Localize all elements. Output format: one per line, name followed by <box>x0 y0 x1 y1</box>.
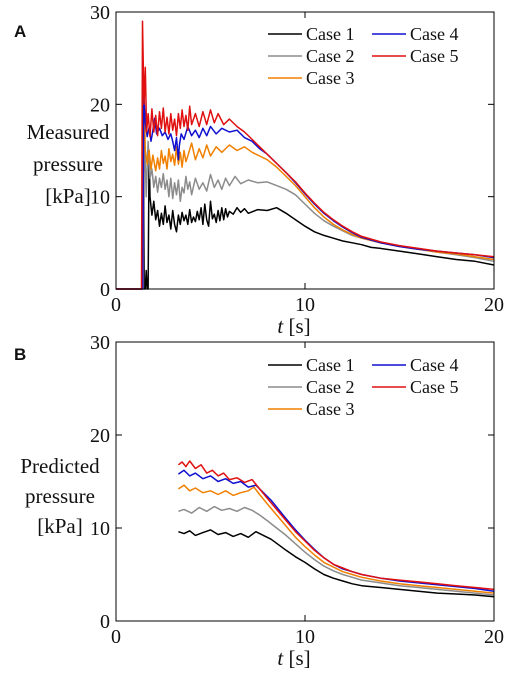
x-tick-label: 20 <box>484 294 504 316</box>
series-line-case-4 <box>177 469 495 592</box>
panel-a: 0 10 20 0 10 20 30 A Measured pressure [kPa] t [s] C… <box>14 2 504 338</box>
x-axis-title-variable: t <box>277 646 284 670</box>
x-axis-title-unit: [s] <box>283 646 310 670</box>
legend-label-case-5: Case 5 <box>410 377 459 397</box>
series-line-case-3 <box>116 85 495 290</box>
y-axis-title-line: pressure <box>33 152 103 176</box>
series-line-case-1 <box>116 85 495 290</box>
legend-label-case-2: Case 2 <box>306 377 355 397</box>
series-line-case-2 <box>116 122 495 290</box>
panel-label: A <box>14 22 26 41</box>
y-axis-title-line: [kPa] <box>37 514 83 538</box>
panel-b: 0 10 20 0 10 20 30 B Predicted pressure [kPa] t [s]… <box>14 332 504 670</box>
y-axis-title-line: Predicted <box>20 454 100 478</box>
legend-label-case-2: Case 2 <box>306 46 355 66</box>
x-tick-label: 10 <box>295 626 315 648</box>
series-line-case-2 <box>178 505 495 596</box>
x-tick-label: 20 <box>484 626 504 648</box>
y-axis-title-line: pressure <box>25 484 95 508</box>
x-axis-title: t [s] <box>277 646 310 670</box>
x-axis-title: t [s] <box>277 314 310 338</box>
y-tick-label: 30 <box>90 2 110 24</box>
legend-label-case-3: Case 3 <box>306 399 355 419</box>
x-axis-title-variable: t <box>277 314 284 338</box>
y-axis-title-line: Measured <box>27 120 110 144</box>
legend-label-case-5: Case 5 <box>410 46 459 66</box>
series-line-case-1 <box>178 529 495 598</box>
panel-label: B <box>14 345 26 364</box>
y-tick-label: 20 <box>90 94 110 116</box>
legend-label-case-1: Case 1 <box>306 355 355 375</box>
y-tick-label: 0 <box>100 611 110 633</box>
y-axis-title-line: [kPa] <box>45 184 91 208</box>
y-tick-label: 30 <box>90 332 110 354</box>
y-tick-label: 0 <box>100 279 110 301</box>
series-line-case-5 <box>177 460 495 591</box>
y-tick-label: 20 <box>90 425 110 447</box>
series-line-case-5 <box>116 20 495 290</box>
legend-label-case-3: Case 3 <box>306 68 355 88</box>
legend-label-case-1: Case 1 <box>306 24 355 44</box>
x-tick-label: 10 <box>295 294 315 316</box>
series-line-case-3 <box>177 484 495 594</box>
x-axis-title-unit: [s] <box>283 314 310 338</box>
y-tick-label: 10 <box>90 187 110 209</box>
x-tick-label: 0 <box>111 294 121 316</box>
legend-label-case-4: Case 4 <box>410 24 459 44</box>
legend-label-case-4: Case 4 <box>410 355 459 375</box>
x-tick-label: 0 <box>111 626 121 648</box>
y-tick-label: 10 <box>90 518 110 540</box>
